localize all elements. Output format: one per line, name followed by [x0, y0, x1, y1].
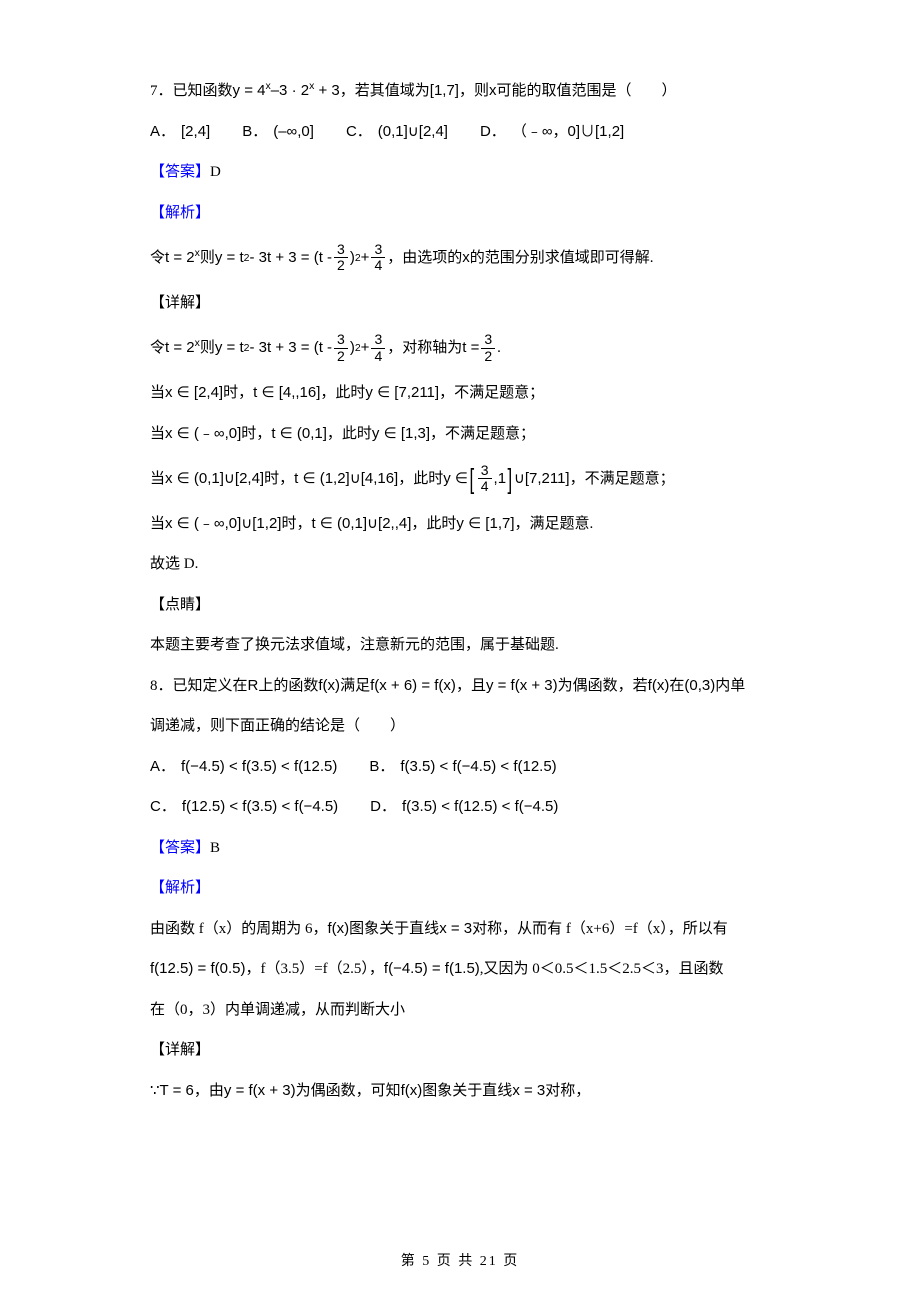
- q7-var: x: [489, 80, 497, 103]
- q7-text: 已知函数: [173, 80, 233, 103]
- q7-opt-a: A．[2,4]: [150, 121, 210, 144]
- q7-answer: 【答案】D: [150, 161, 770, 184]
- q7-fn: y = 4x–3 · 2x + 3，若其值域为[1,7]: [233, 80, 459, 103]
- q8-analysis-label: 【解析】: [150, 877, 770, 900]
- q8-detail-label: 【详解】: [150, 1039, 770, 1062]
- q7-conclude: 故选 D.: [150, 553, 770, 576]
- q7-opt-c: C．(0,1]∪[2,4]: [346, 121, 448, 144]
- q8-opt-b: B．f(3.5) < f(−4.5) < f(12.5): [369, 756, 556, 779]
- q7-opt-b: B．(–∞,0]: [242, 121, 314, 144]
- q7-sub-eq: y = t2 - 3t + 3 = (t - 32)2 + 34: [215, 242, 387, 274]
- q7-text3: 可能的取值范围是（ ）: [496, 80, 676, 103]
- q8-options-row2: C．f(12.5) < f(3.5) < f(−4.5) D．f(3.5) < …: [150, 796, 770, 819]
- q7-detail-label: 【详解】: [150, 292, 770, 315]
- q7-dp-label: 【点睛】: [150, 594, 770, 617]
- q7-case3-y: y ∈ [34,1]∪[7,211]: [443, 463, 569, 495]
- q7-case1: 当x ∈ [2,4]时，t ∈ [4,,16]，此时y ∈ [7,211]，不满…: [150, 382, 770, 405]
- page-footer: 第 5 页 共 21 页: [0, 1251, 920, 1272]
- q7-dp-text: 本题主要考查了换元法求值域，注意新元的范围，属于基础题.: [150, 634, 770, 657]
- q7-case2: 当x ∈ (﹣∞,0]时，t ∈ (0,1]，此时y ∈ [1,3]，不满足题意…: [150, 423, 770, 446]
- q8-opt-c: C．f(12.5) < f(3.5) < f(−4.5): [150, 796, 338, 819]
- q8-stem-l2: 调递减，则下面正确的结论是（ ）: [150, 715, 770, 738]
- q7-opt-d: D．（﹣∞，0]∪[1,2]: [480, 121, 624, 144]
- q7-detail-eq: 令 t = 2x 则 y = t2 - 3t + 3 = (t - 32)2 +…: [150, 332, 770, 364]
- q8-number: 8．: [150, 675, 173, 698]
- q7-case3: 当x ∈ (0,1]∪[2,4]时，t ∈ (1,2]∪[4,16]，此时 y …: [150, 463, 770, 495]
- page-content: 7． 已知函数 y = 4x–3 · 2x + 3，若其值域为[1,7] ，则 …: [150, 80, 770, 1102]
- q7-number: 7．: [150, 80, 173, 103]
- q8-stem-l1: 8． 已知定义在R上的函数f(x)满足f(x + 6) = f(x)，且y = …: [150, 675, 770, 698]
- q7-substitution: 令 t = 2x 则 y = t2 - 3t + 3 = (t - 32)2 +…: [150, 242, 770, 274]
- q8-det1: ∵T = 6，由y = f(x + 3)为偶函数，可知f(x)图象关于直线x =…: [150, 1080, 770, 1103]
- q8-ana1: 由函数 f（x）的周期为 6，f(x)图象关于直线x = 3对称，从而有 f（x…: [150, 918, 770, 941]
- q7-analysis-label: 【解析】: [150, 202, 770, 225]
- q7-options: A．[2,4] B．(–∞,0] C．(0,1]∪[2,4] D．（﹣∞，0]∪…: [150, 121, 770, 144]
- q8-opt-a: A．f(−4.5) < f(3.5) < f(12.5): [150, 756, 337, 779]
- q8-opt-d: D．f(3.5) < f(12.5) < f(−4.5): [370, 796, 558, 819]
- q8-options-row1: A．f(−4.5) < f(3.5) < f(12.5) B．f(3.5) < …: [150, 756, 770, 779]
- q7-sub-t: t = 2x: [165, 247, 200, 270]
- q7-case4: 当x ∈ (﹣∞,0]∪[1,2]时，t ∈ (0,1]∪[2,,4]，此时y …: [150, 513, 770, 536]
- q7-text2: ，则: [459, 80, 489, 103]
- q8-ana3: 在（0，3）内单调递减，从而判断大小: [150, 999, 770, 1022]
- q7-stem: 7． 已知函数 y = 4x–3 · 2x + 3，若其值域为[1,7] ，则 …: [150, 80, 770, 103]
- q8-answer: 【答案】B: [150, 837, 770, 860]
- q8-ana2: f(12.5) = f(0.5)，f（3.5）=f（2.5），f(−4.5) =…: [150, 958, 770, 981]
